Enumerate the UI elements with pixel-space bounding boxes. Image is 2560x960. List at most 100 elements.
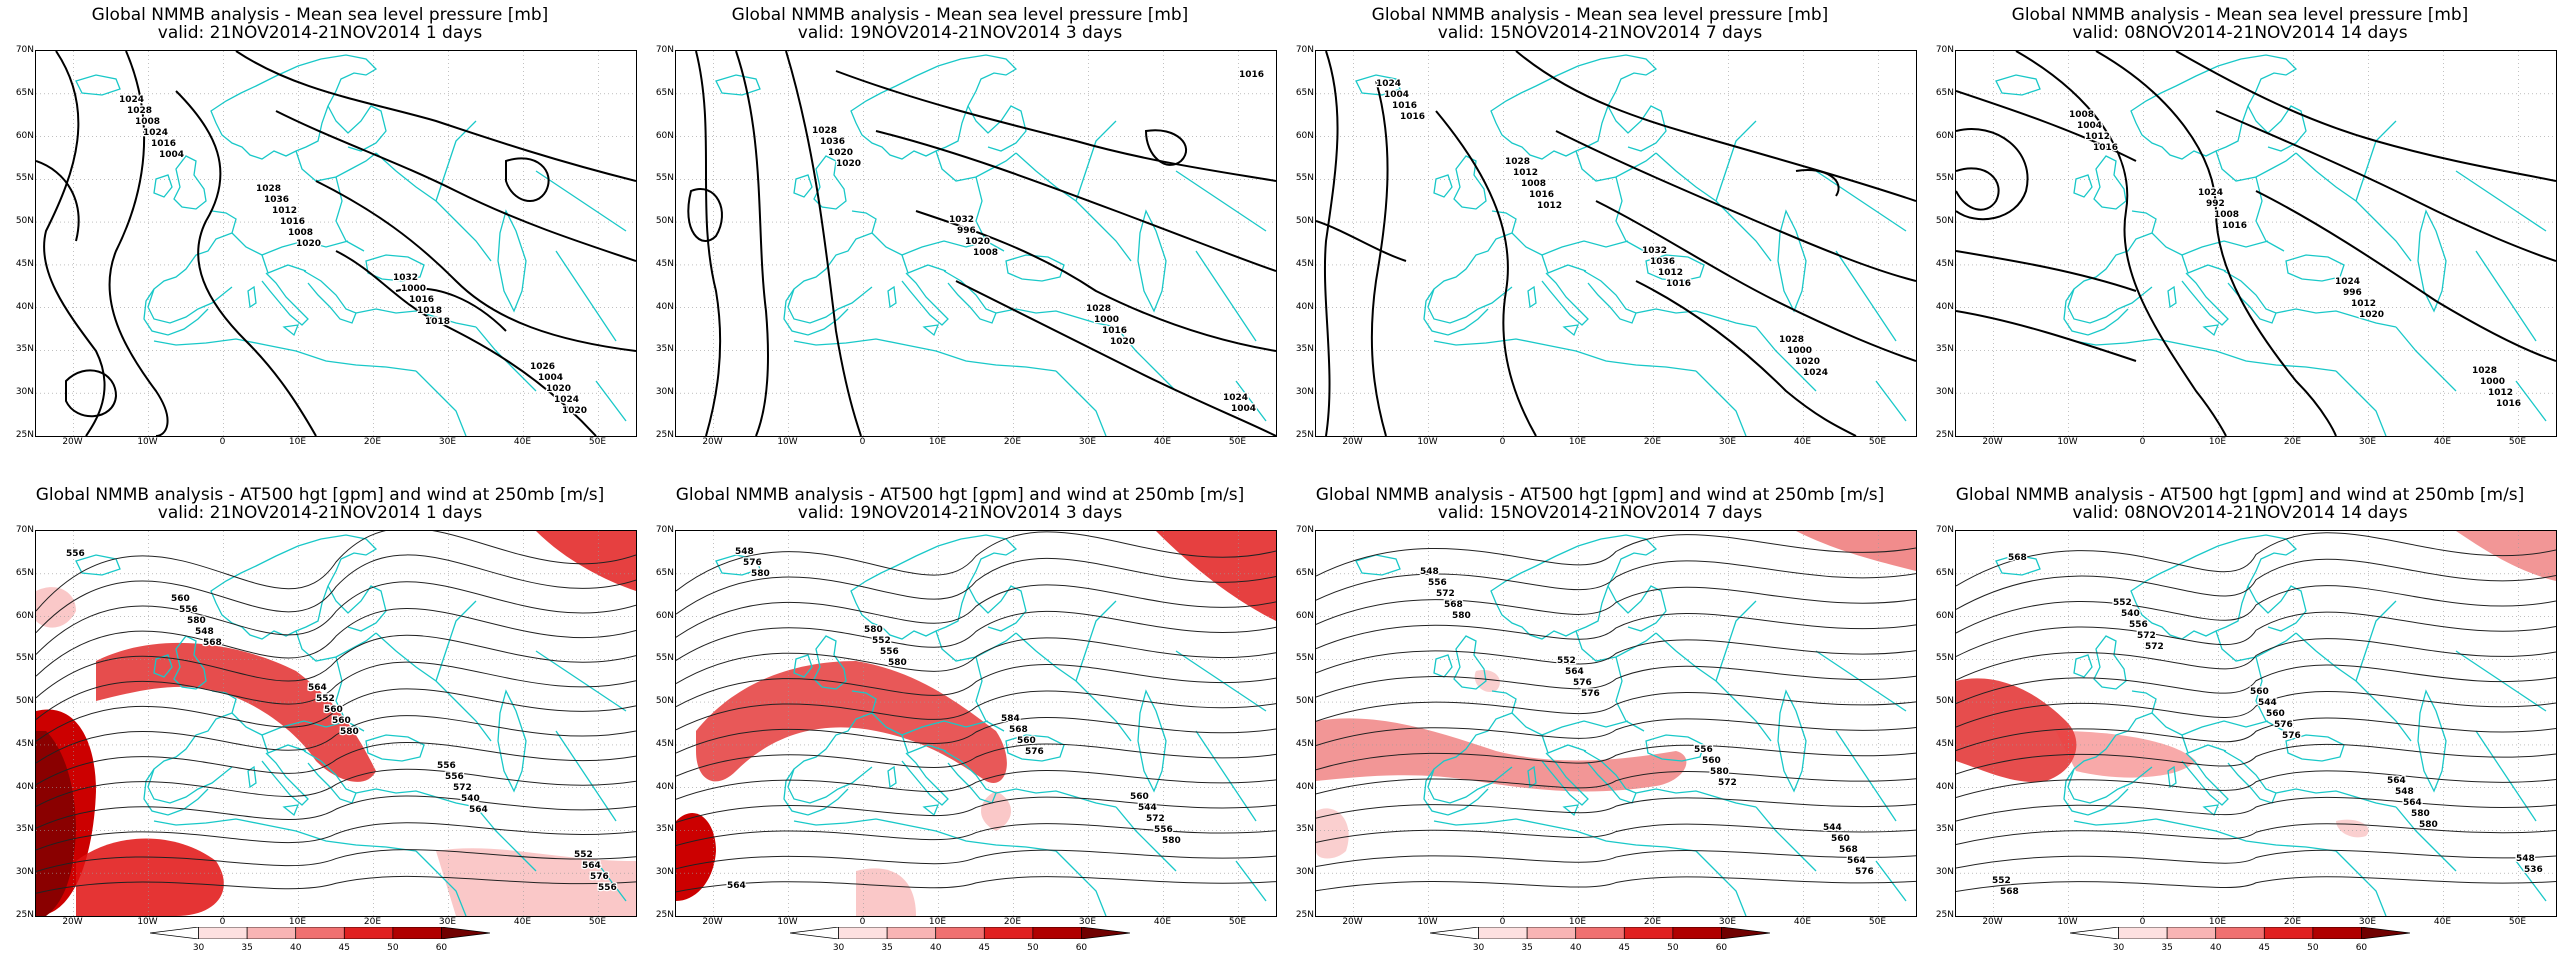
longitude-tick-label: 10E [288, 437, 307, 447]
coastline [922, 324, 940, 337]
geopotential-contour [36, 741, 636, 786]
coastline [143, 768, 209, 816]
contour-label: 564 [582, 861, 601, 871]
contour-label: 576 [2274, 720, 2293, 730]
geopotential-contour [36, 581, 636, 655]
contour-label: 556 [2129, 620, 2148, 630]
colorbar-swatch [1575, 927, 1625, 939]
coastline [1541, 272, 1589, 326]
contour-label: 1016 [409, 295, 434, 305]
coastline [1490, 54, 1658, 160]
coastline [967, 585, 1027, 632]
coastline [2335, 370, 2387, 436]
longitude-tick-label: 30E [1078, 917, 1097, 927]
geopotential-contour [1956, 664, 2556, 704]
contour-label: 560 [2266, 709, 2285, 719]
coastline [2181, 272, 2229, 326]
coastline [2073, 818, 2337, 852]
contour-label: 1012 [1513, 168, 1538, 178]
map-canvas: 1024102810321026102810361000100410081012… [36, 51, 636, 436]
coastline [335, 176, 365, 252]
longitude-tick-label: 30E [2358, 437, 2377, 447]
contour-label: 1024 [1223, 393, 1248, 403]
coastline [497, 209, 527, 313]
isobar-contour [108, 51, 169, 436]
jet-wind-shading [2336, 819, 2369, 838]
contour-label: 544 [1138, 803, 1157, 813]
map-frame: 548 552 560 564 536 540 544 548 552 556 560 564 568 5… [1955, 530, 2557, 917]
latitude-tick-label: 40N [1295, 301, 1314, 312]
coastline [355, 308, 477, 328]
latitude-tick-label: 40N [15, 781, 34, 792]
coastline [715, 554, 761, 576]
contour-label: 1016 [1102, 326, 1127, 336]
colorbar-swatch [198, 927, 248, 939]
coastline [247, 765, 257, 789]
map-frame: 1028 1032 1028 1024 1012 1036 1000 1004 1008 1012… [1315, 50, 1917, 437]
contour-label: 1004 [1231, 404, 1256, 414]
latitude-tick-label: 60N [1935, 610, 1954, 621]
latitude-tick-label: 65N [15, 567, 34, 578]
coastline [871, 232, 989, 256]
latitude-tick-label: 65N [655, 567, 674, 578]
geopotential-contour [1956, 532, 2556, 587]
panel-valid-range: valid: 15NOV2014-21NOV2014 7 days [1437, 503, 1763, 523]
latitude-tick-label: 35N [15, 344, 34, 355]
geopotential-contour [36, 688, 636, 742]
panel-valid-range: valid: 15NOV2014-21NOV2014 7 days [1437, 23, 1763, 43]
jet-wind-shading [1156, 531, 1276, 621]
contour-label: 560 [332, 716, 351, 726]
coastline [793, 654, 813, 678]
coastline [1607, 105, 1667, 152]
coastline [2355, 600, 2397, 682]
coastline [247, 285, 257, 309]
contour-label: 544 [2258, 698, 2277, 708]
coastline [1583, 270, 1637, 324]
coastline [850, 54, 1018, 160]
contour-label: 1008 [2214, 210, 2239, 220]
latitude-tick-label: 70N [1295, 525, 1314, 535]
contour-label: 556 [66, 549, 85, 559]
isobar-contour [395, 287, 507, 332]
latitude-tick-label: 50N [1935, 216, 1954, 227]
coastline [143, 288, 209, 336]
coastline [1423, 768, 1489, 816]
contour-label: 544 [1823, 823, 1842, 833]
longitude-tick-label: 20E [1643, 437, 1662, 447]
longitude-tick-label: 40E [1793, 917, 1812, 927]
contour-label: 556 [445, 772, 464, 782]
latitude-tick-label: 70N [655, 525, 674, 535]
coastline [1433, 174, 1453, 198]
latitude-tick-label: 30N [15, 387, 34, 398]
longitude-tick-label: 20E [363, 437, 382, 447]
geopotential-contour [676, 690, 1276, 731]
colorbar-swatch [2312, 927, 2362, 939]
coastline [2285, 254, 2345, 282]
colorbar-label: 45 [1618, 943, 1630, 953]
coastline [1235, 380, 1267, 422]
contour-label: 556 [1154, 825, 1173, 835]
coastline [1195, 250, 1257, 342]
colorbar-label: 60 [1715, 943, 1728, 953]
map-canvas: 5565525605645565645565525725765805605405… [36, 531, 636, 916]
colorbar-swatch [1721, 927, 1770, 939]
contour-label: 572 [1146, 814, 1165, 824]
latitude-tick-label: 45N [1295, 738, 1314, 749]
coastline [1875, 380, 1907, 422]
geopotential-contour [36, 531, 636, 612]
latitude-tick-label: 55N [15, 653, 34, 664]
coastline [1453, 635, 1487, 690]
colorbar-label: 40 [289, 943, 302, 953]
coastline [850, 534, 1018, 640]
longitude-tick-label: 50E [1868, 917, 1887, 927]
map-canvas: 1028103210281024103699610001004102010201… [676, 51, 1276, 436]
coastline [2181, 752, 2229, 806]
geopotential-contour [1316, 665, 1916, 698]
mslp-panel-2: Global NMMB analysis - Mean sea level pr… [640, 0, 1280, 480]
geopotential-contour [1956, 876, 2556, 892]
isobar-contour [835, 70, 1276, 182]
coastline [1655, 152, 1772, 262]
contour-label: 1024 [1803, 368, 1828, 378]
latitude-tick-label: 35N [15, 824, 34, 835]
contour-label: 1024 [2335, 277, 2360, 287]
